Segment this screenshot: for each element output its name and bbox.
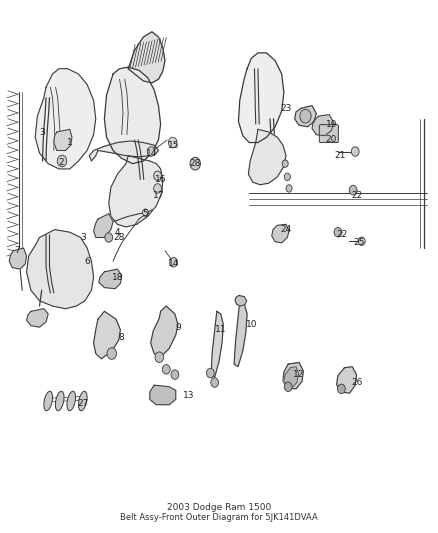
Circle shape [282, 160, 288, 167]
Circle shape [155, 352, 164, 362]
Polygon shape [109, 156, 163, 227]
Circle shape [154, 184, 162, 193]
Circle shape [154, 171, 162, 181]
Polygon shape [211, 311, 223, 377]
Text: 7: 7 [14, 246, 19, 255]
Text: 21: 21 [334, 151, 346, 160]
Text: 3: 3 [80, 233, 86, 242]
Polygon shape [235, 295, 247, 306]
Text: 14: 14 [146, 149, 158, 158]
Polygon shape [104, 67, 161, 164]
Ellipse shape [78, 391, 87, 411]
Polygon shape [27, 309, 48, 327]
Polygon shape [337, 367, 357, 393]
Circle shape [170, 257, 177, 267]
Polygon shape [94, 214, 113, 238]
Polygon shape [295, 106, 316, 127]
Circle shape [211, 378, 219, 387]
Text: 19: 19 [326, 119, 337, 128]
Text: 24: 24 [280, 225, 292, 234]
Text: 22: 22 [337, 230, 348, 239]
Text: 28: 28 [114, 233, 125, 242]
Polygon shape [284, 367, 299, 388]
Ellipse shape [44, 391, 53, 411]
Text: Belt Assy-Front Outer Diagram for 5JK141DVAA: Belt Assy-Front Outer Diagram for 5JK141… [120, 513, 318, 522]
Circle shape [351, 147, 359, 156]
Text: 12: 12 [293, 370, 305, 379]
Circle shape [190, 157, 201, 170]
Polygon shape [283, 362, 304, 389]
FancyBboxPatch shape [319, 125, 338, 142]
Circle shape [107, 348, 117, 359]
Text: 25: 25 [354, 238, 365, 247]
Polygon shape [151, 306, 178, 357]
Ellipse shape [67, 391, 76, 411]
Text: 6: 6 [84, 257, 90, 266]
Text: 10: 10 [246, 320, 257, 329]
Circle shape [334, 228, 342, 237]
Circle shape [142, 209, 148, 216]
Text: 9: 9 [175, 322, 181, 332]
Polygon shape [128, 32, 165, 83]
Text: 13: 13 [183, 391, 194, 400]
Polygon shape [99, 269, 122, 289]
Polygon shape [150, 385, 176, 405]
Text: 8: 8 [119, 333, 124, 342]
Text: 28: 28 [190, 159, 201, 168]
Text: 27: 27 [77, 399, 88, 408]
Polygon shape [27, 230, 94, 309]
Circle shape [57, 155, 67, 167]
Polygon shape [35, 69, 96, 169]
Text: 4: 4 [115, 228, 120, 237]
Polygon shape [272, 224, 289, 243]
Text: 23: 23 [280, 104, 292, 113]
Text: 2: 2 [58, 158, 64, 167]
Text: 16: 16 [155, 175, 166, 184]
Polygon shape [94, 311, 120, 359]
Text: 15: 15 [168, 141, 179, 150]
Circle shape [349, 185, 357, 195]
Text: 18: 18 [112, 272, 123, 281]
Text: 1: 1 [67, 138, 73, 147]
Circle shape [206, 368, 214, 378]
Polygon shape [238, 53, 284, 142]
Text: 22: 22 [352, 191, 363, 200]
Circle shape [286, 185, 292, 192]
Text: 3: 3 [39, 127, 45, 136]
Text: 17: 17 [153, 191, 164, 200]
Polygon shape [54, 130, 72, 150]
Circle shape [300, 109, 311, 123]
Text: 11: 11 [215, 325, 227, 334]
Polygon shape [89, 141, 159, 161]
Polygon shape [9, 248, 27, 269]
Circle shape [168, 138, 177, 148]
Text: 20: 20 [326, 135, 337, 144]
Circle shape [162, 365, 170, 374]
Text: 5: 5 [143, 209, 148, 218]
Text: 26: 26 [352, 378, 363, 387]
Circle shape [358, 237, 365, 245]
Text: 14: 14 [168, 260, 179, 268]
Ellipse shape [55, 391, 64, 411]
Polygon shape [248, 130, 286, 185]
Circle shape [171, 370, 179, 379]
Polygon shape [234, 301, 247, 367]
Circle shape [147, 147, 155, 156]
Text: 2003 Dodge Ram 1500: 2003 Dodge Ram 1500 [167, 503, 271, 512]
Circle shape [284, 382, 292, 392]
Circle shape [105, 233, 113, 242]
Circle shape [338, 384, 345, 393]
Circle shape [284, 173, 290, 181]
Polygon shape [312, 115, 334, 136]
